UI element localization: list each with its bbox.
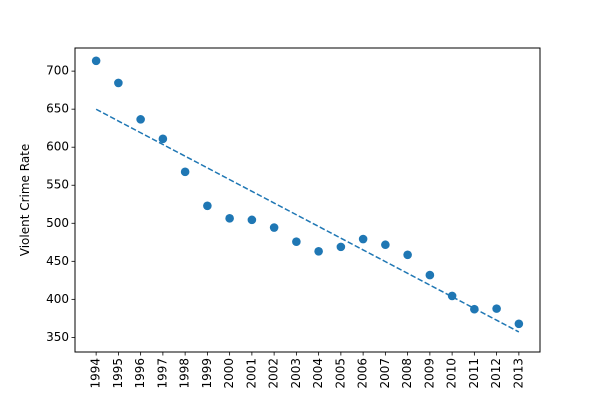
plot-area: 350 400 450 500 550 600 650 700 1994 1995 1996 1997…: [46, 47, 541, 389]
x-tick-label: 2002: [267, 358, 281, 389]
x-tick-label: 2008: [400, 358, 414, 389]
data-point: [158, 134, 168, 144]
data-point: [91, 56, 101, 66]
data-point: [403, 250, 412, 260]
y-tick-label: 550: [46, 178, 69, 192]
x-tick-label: 1994: [89, 358, 103, 389]
data-point: [114, 78, 123, 88]
y-tick-label: 500: [46, 216, 69, 230]
plot-frame: [74, 47, 541, 353]
data-point: [336, 242, 346, 252]
x-tick-label: 2009: [422, 358, 436, 389]
y-tick-label: 650: [46, 102, 69, 116]
y-tick-label: 350: [46, 330, 69, 344]
data-point: [136, 115, 145, 124]
x-tick-label: 2000: [222, 358, 236, 389]
x-tick-label: 2003: [289, 358, 303, 389]
data-point: [203, 201, 212, 211]
x-tick-label: 2005: [333, 358, 347, 389]
x-tick-label: 2013: [511, 358, 525, 389]
data-point: [314, 246, 323, 256]
data-point: [381, 240, 390, 250]
x-tick-label: 2011: [467, 358, 481, 389]
data-point: [292, 237, 301, 246]
y-tick-label: 700: [46, 64, 69, 78]
data-point: [358, 234, 368, 244]
x-tick-label: 1998: [178, 358, 192, 389]
data-point: [514, 319, 524, 329]
x-tick-label: 2001: [244, 358, 258, 389]
x-tick-label: 1995: [111, 358, 125, 389]
data-point: [180, 167, 190, 177]
data-point: [425, 270, 435, 280]
data-point: [269, 223, 279, 232]
y-tick-label: 450: [46, 254, 69, 268]
x-tick-label: 1997: [155, 358, 169, 389]
y-axis-label: Violent Crime Rate: [18, 144, 32, 257]
data-point: [447, 291, 457, 301]
x-tick-label: 1996: [133, 358, 147, 389]
data-point: [492, 304, 501, 313]
x-tick-label: 2010: [445, 358, 459, 389]
y-tick-label: 600: [46, 140, 69, 154]
x-tick-label: 2012: [489, 358, 503, 389]
data-point: [470, 304, 479, 314]
x-tick-label: 2006: [356, 358, 370, 389]
x-tick-label: 2007: [378, 358, 392, 389]
y-tick-label: 400: [46, 292, 69, 306]
x-tick-label: 1999: [200, 358, 214, 389]
x-tick-label: 2004: [311, 358, 325, 389]
data-point: [247, 215, 257, 225]
data-point: [225, 214, 234, 223]
